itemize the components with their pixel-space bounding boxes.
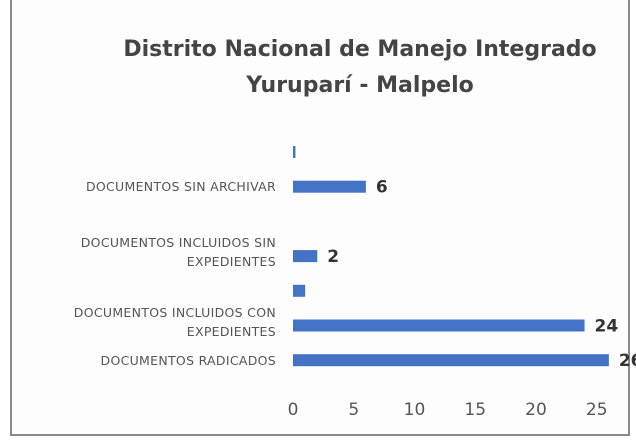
x-tick-label: 0: [288, 400, 299, 420]
data-label: 26: [619, 351, 636, 371]
y-tick-label: DOCUMENTOS RADICADOS: [100, 352, 276, 368]
chart-title: Distrito Nacional de Manejo Integrado Yu…: [123, 37, 597, 98]
y-tick-label: DOCUMENTOS INCLUIDOS SIN EXPEDIENTES: [80, 235, 276, 270]
bar: [293, 146, 296, 158]
y-tick-label: DOCUMENTOS SIN ARCHIVAR: [85, 179, 276, 195]
x-tick-label: 10: [404, 400, 426, 420]
x-tick-label: 15: [464, 400, 486, 420]
bar: [293, 250, 318, 263]
bar: [293, 319, 585, 332]
data-label: 24: [595, 317, 619, 337]
x-tick-label: 20: [525, 400, 547, 420]
y-tick-label: DOCUMENTOS INCLUIDOS CON EXPEDIENTES: [73, 304, 276, 339]
data-label: 6: [376, 178, 388, 198]
x-tick-label: 25: [586, 400, 608, 420]
bar: [293, 284, 306, 297]
bar: [293, 180, 366, 193]
data-label: 2: [327, 247, 339, 267]
bar: [293, 354, 609, 367]
x-tick-label: 5: [348, 400, 359, 420]
